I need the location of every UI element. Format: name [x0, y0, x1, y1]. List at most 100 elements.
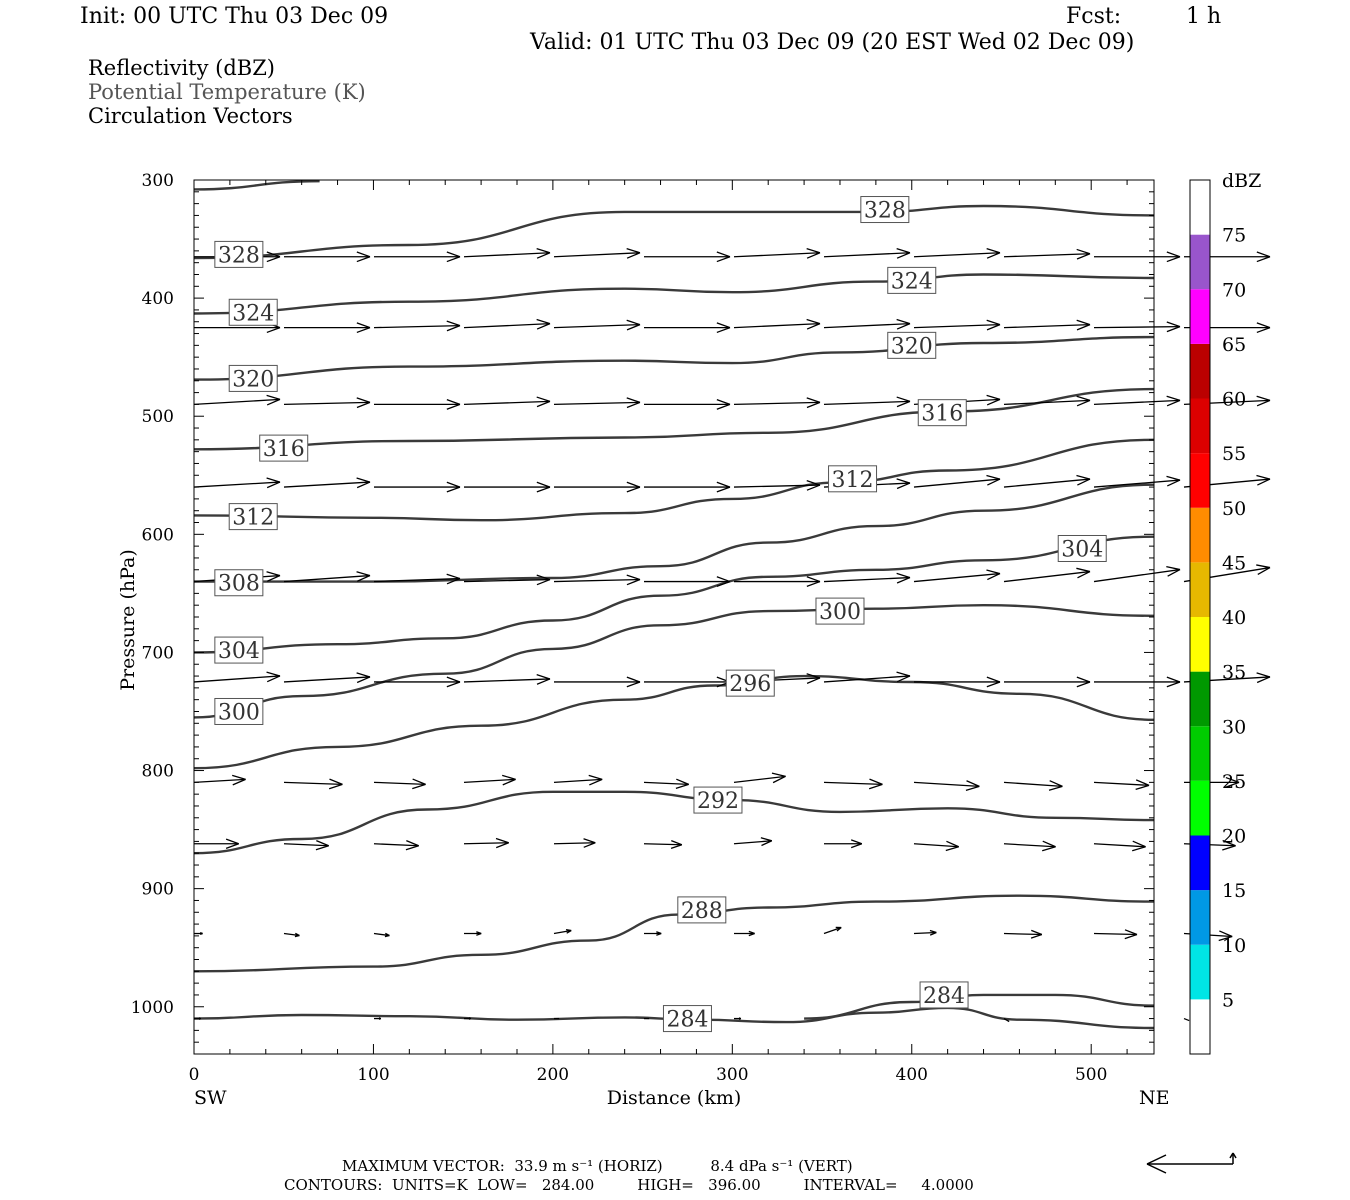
svg-text:284: 284 [923, 984, 965, 1009]
circulation-vector [644, 251, 731, 263]
circulation-vector [464, 1017, 472, 1020]
contour-line-308-5 [194, 483, 1155, 583]
contour-line-324-1 [193, 273, 1155, 315]
field-potential-temperature: Potential Temperature (K) [88, 80, 366, 104]
circulation-vector [1093, 840, 1146, 852]
circulation-vector [643, 778, 689, 790]
colorbar-swatch [1190, 343, 1210, 399]
circulation-vector [1093, 779, 1150, 791]
y-tick-label: 600 [142, 525, 174, 545]
colorbar-swatch [1190, 617, 1210, 672]
circulation-vector [463, 674, 551, 685]
colorbar-title: dBZ [1222, 170, 1261, 192]
contour-label: 300 [815, 597, 865, 625]
colorbar-swatch [1190, 671, 1210, 727]
circulation-vector [824, 839, 863, 849]
circulation-vector [284, 251, 371, 263]
init-time: Init: 00 UTC Thu 03 Dec 09 [80, 4, 389, 29]
x-tick-label: 0 [189, 1065, 200, 1085]
colorbar-level-label: 60 [1222, 389, 1246, 411]
colorbar-level-label: 55 [1222, 443, 1246, 465]
plot-frame [193, 179, 1155, 1055]
circulation-vector [823, 671, 911, 683]
circulation-vector [733, 772, 786, 784]
circulation-vector [284, 322, 371, 334]
svg-text:328: 328 [218, 243, 260, 268]
contour-line-304-6 [193, 535, 1155, 654]
circulation-vector [733, 247, 821, 259]
colorbar-level-label: 20 [1222, 826, 1246, 848]
colorbar-level-label: 35 [1222, 662, 1246, 684]
circulation-vector [283, 397, 371, 409]
circulation-vector [644, 398, 731, 410]
svg-text:296: 296 [729, 672, 771, 697]
contours-note: CONTOURS: UNITS=K LOW= 284.00 HIGH= 396.… [284, 1176, 974, 1194]
colorbar-swatch [1190, 453, 1210, 508]
svg-text:304: 304 [1061, 537, 1103, 562]
svg-text:284: 284 [666, 1008, 708, 1033]
colorbar-level-label: 65 [1222, 334, 1246, 356]
colorbar-swatch [1190, 180, 1210, 235]
circulation-vector [1003, 1018, 1010, 1023]
x-tick-label: 300 [716, 1065, 748, 1085]
circulation-vector [1093, 475, 1181, 488]
contour-line-316-3 [193, 387, 1155, 451]
contour-label: 292 [693, 786, 743, 814]
circulation-vector [1003, 474, 1091, 488]
x-axis-label: Distance (km) [607, 1087, 742, 1109]
contour-line-320-2 [193, 335, 1155, 381]
circulation-vector [1003, 929, 1043, 939]
field-reflectivity: Reflectivity (dBZ) [88, 56, 276, 80]
circulation-vector [1183, 1017, 1190, 1022]
circulation-vector [463, 318, 551, 330]
colorbar-swatch [1190, 234, 1210, 290]
circulation-vector [193, 394, 281, 406]
svg-text:320: 320 [232, 367, 274, 392]
colorbar-swatch [1190, 999, 1210, 1054]
colorbar-swatch [1190, 835, 1210, 891]
circulation-vector [644, 576, 731, 587]
circulation-vector [913, 780, 980, 791]
max-vector-note: MAXIMUM VECTOR: 33.9 m s⁻¹ (HORIZ) 8.4 d… [342, 1157, 853, 1175]
colorbar-level-label: 5 [1222, 989, 1234, 1011]
circulation-vector [913, 474, 1001, 488]
colorbar-level-label: 30 [1222, 716, 1246, 738]
contour-label: 284 [919, 981, 969, 1009]
circulation-vector [1094, 251, 1181, 263]
svg-text:304: 304 [218, 639, 260, 664]
reference-vector-icon [1146, 1152, 1237, 1174]
contour-label: 328 [860, 196, 910, 224]
circulation-vector [1093, 321, 1181, 333]
y-tick-label: 700 [142, 643, 174, 663]
x-tick-label: 200 [537, 1065, 569, 1085]
x-left-end-label: SW [194, 1087, 227, 1109]
forecast-hour: 1 h [1186, 4, 1222, 29]
circulation-vector [553, 319, 641, 331]
x-tick-label: 500 [1075, 1065, 1107, 1085]
x-right-end-label: NE [1139, 1087, 1170, 1109]
y-tick-label: 1000 [131, 998, 174, 1018]
circulation-vector [554, 676, 641, 688]
circulation-vector [373, 840, 419, 851]
svg-text:300: 300 [819, 600, 861, 625]
colorbar-swatch [1190, 890, 1210, 945]
circulation-vector [1093, 395, 1181, 407]
circulation-vector [644, 322, 731, 334]
circulation-vector [823, 572, 911, 584]
circulation-vector [283, 778, 343, 790]
circulation-vector [193, 477, 281, 489]
circulation-vector [194, 838, 239, 849]
circulation-vector [733, 318, 821, 330]
circulation-vector [1093, 565, 1181, 583]
valid-time: Valid: 01 UTC Thu 03 Dec 09 (20 EST Wed … [530, 30, 1135, 55]
svg-text:316: 316 [263, 437, 305, 462]
circulation-vector [374, 251, 461, 263]
colorbar-swatch [1190, 944, 1210, 1000]
contour-line-partial-13 [193, 180, 320, 191]
forecast-label: Fcst: [1066, 4, 1122, 29]
colorbar-swatch [1190, 398, 1210, 454]
circulation-vector [734, 930, 755, 937]
theta-contours [193, 180, 1155, 1030]
contour-label: 324 [228, 298, 278, 326]
svg-text:324: 324 [232, 301, 274, 326]
